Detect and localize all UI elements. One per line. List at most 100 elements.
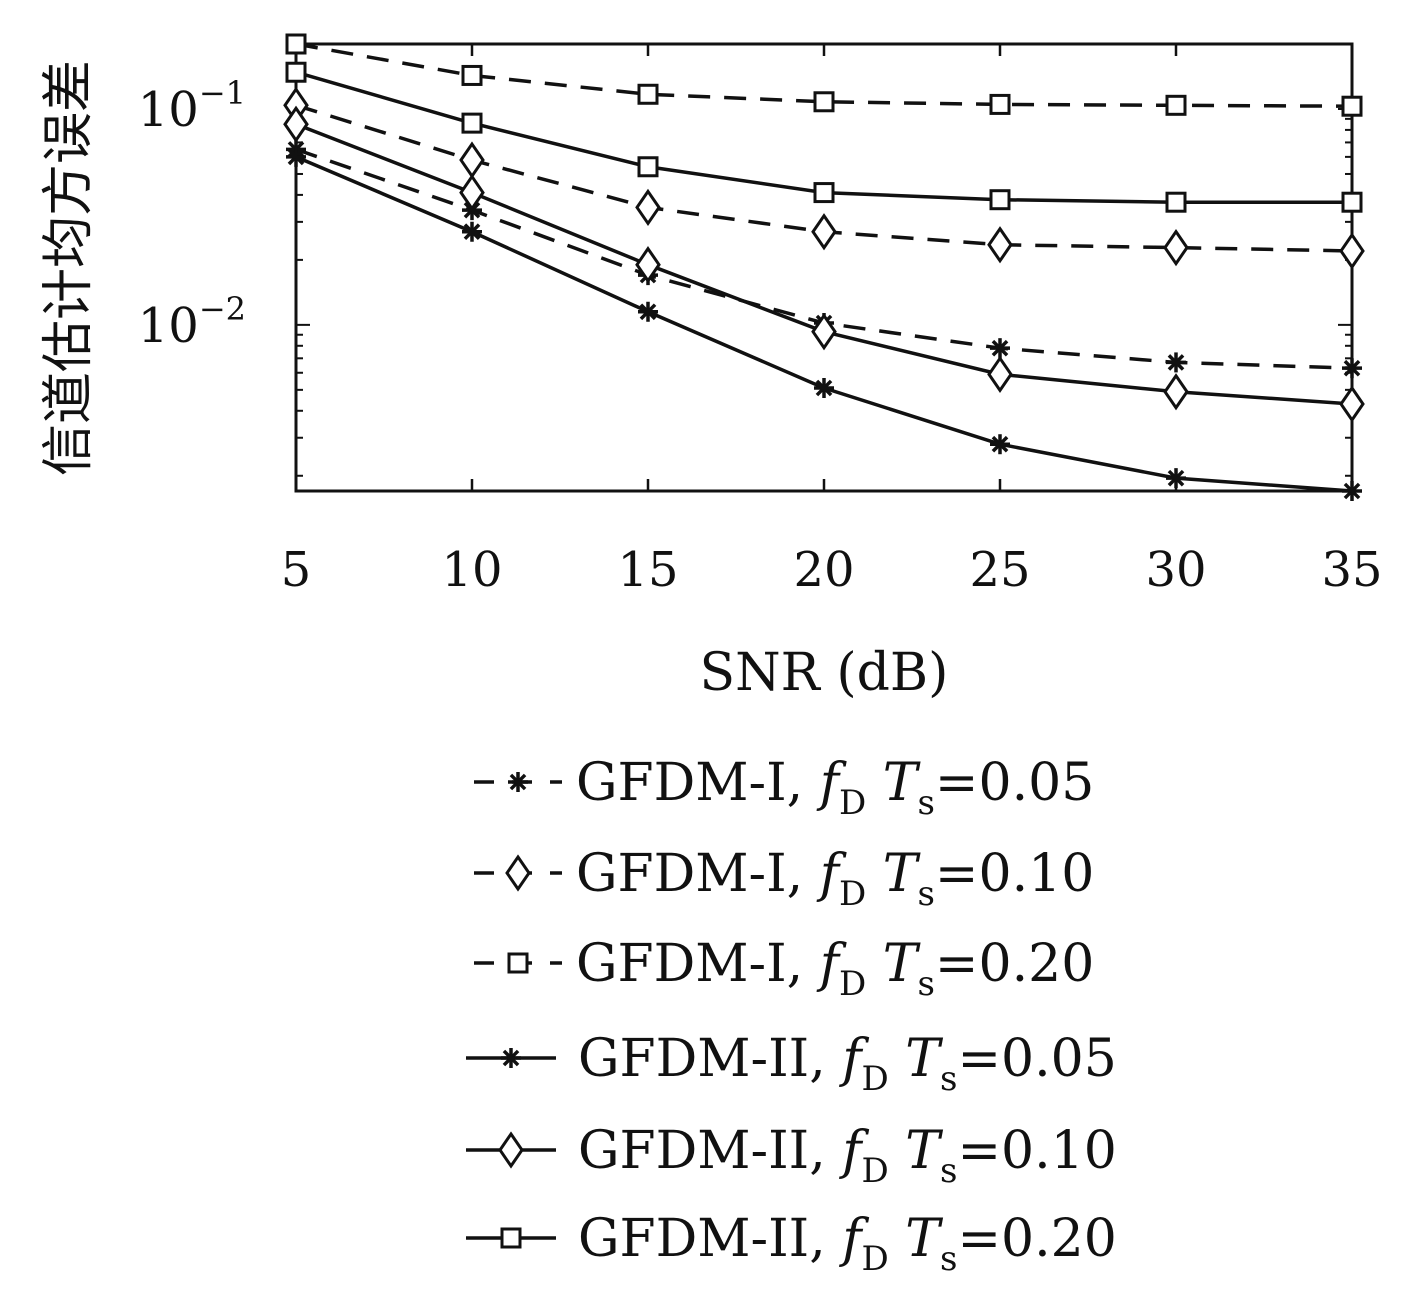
series-6 (285, 61, 1363, 213)
legend-item-4: GFDM-II, fD Ts=0.05 (466, 1029, 1117, 1099)
series-layer (283, 33, 1365, 501)
data-point (1165, 94, 1187, 116)
y-tick-label: 10−2 (138, 290, 246, 354)
data-point (1342, 358, 1362, 379)
legend-item-1: GFDM-I, fD Ts=0.05 (474, 753, 1094, 823)
square-marker (1165, 191, 1187, 213)
data-point (283, 105, 309, 143)
diamond-marker (987, 355, 1013, 393)
legend-marker (508, 772, 528, 792)
x-tick-label: 15 (617, 542, 678, 598)
diamond-marker (635, 188, 661, 227)
square-marker (637, 156, 659, 178)
diamond-marker (498, 1131, 524, 1169)
asterisk-marker-stroke (1167, 469, 1185, 487)
data-point (1163, 228, 1189, 267)
data-point (811, 313, 837, 351)
square-marker (461, 64, 483, 86)
square-marker (285, 61, 307, 83)
data-point (987, 226, 1013, 264)
series-4 (286, 146, 1362, 501)
legend: GFDM-I, fD Ts=0.05 GFDM-I, fD Ts=0.10 GFDM… (466, 753, 1117, 1279)
data-point (1339, 232, 1365, 270)
data-point (814, 377, 834, 398)
x-axis-title: SNR (dB) (700, 643, 949, 703)
diamond-marker (1163, 373, 1189, 411)
y-axis-title: 信道估计均方误差 (39, 60, 99, 476)
x-tick-label: 20 (793, 542, 854, 598)
asterisk-marker-stroke (287, 148, 305, 166)
asterisk-marker-stroke (815, 379, 833, 397)
square-marker (813, 182, 835, 204)
data-point (990, 338, 1010, 359)
data-point (987, 355, 1013, 393)
data-point (635, 188, 661, 227)
data-point (813, 91, 835, 113)
diamond-marker (635, 246, 661, 284)
series-line (295, 122, 1353, 406)
series-5 (283, 105, 1365, 423)
diamond-marker (1339, 385, 1365, 423)
data-point (1341, 95, 1363, 117)
square-marker (1341, 191, 1363, 213)
square-marker (813, 91, 835, 113)
square-marker (500, 1227, 522, 1249)
data-point (1166, 352, 1186, 373)
legend-label: GFDM-II, fD Ts=0.10 (578, 1121, 1117, 1191)
asterisk-marker-stroke (639, 303, 657, 321)
diamond-marker (987, 226, 1013, 264)
diamond-marker (1163, 228, 1189, 267)
legend-marker (505, 854, 531, 892)
asterisk-marker-stroke (1343, 359, 1361, 377)
legend-marker (507, 952, 529, 974)
legend-label: GFDM-II, fD Ts=0.20 (578, 1209, 1117, 1279)
asterisk-marker-stroke (1343, 482, 1361, 500)
legend-label: GFDM-II, fD Ts=0.05 (578, 1029, 1117, 1099)
series-3 (285, 33, 1363, 117)
data-point (1342, 481, 1362, 501)
legend-label: GFDM-I, fD Ts=0.05 (576, 753, 1094, 823)
data-point (462, 221, 482, 242)
data-point (286, 146, 306, 167)
legend-item-2: GFDM-I, fD Ts=0.10 (474, 844, 1094, 914)
x-tick-label: 30 (1145, 542, 1206, 598)
legend-label: GFDM-I, fD Ts=0.20 (576, 934, 1094, 1004)
square-marker (1341, 95, 1363, 117)
diamond-marker (459, 173, 485, 212)
series-2 (283, 86, 1365, 270)
data-point (637, 156, 659, 178)
asterisk-marker-stroke (991, 435, 1009, 453)
diamond-marker (811, 313, 837, 351)
square-marker (637, 83, 659, 105)
asterisk-marker-stroke (1167, 354, 1185, 371)
data-point (459, 173, 485, 212)
data-point (285, 61, 307, 83)
asterisk-marker-stroke (509, 773, 527, 791)
legend-marker (498, 1131, 524, 1169)
data-point (1339, 385, 1365, 423)
data-point (990, 434, 1010, 455)
y-tick-label: 10−1 (138, 74, 246, 138)
asterisk-marker-stroke (502, 1049, 520, 1067)
data-point (459, 141, 485, 179)
legend-item-5: GFDM-II, fD Ts=0.10 (466, 1121, 1117, 1191)
diamond-marker (811, 213, 837, 251)
data-point (813, 182, 835, 204)
square-marker (989, 93, 1011, 115)
data-point (811, 213, 837, 251)
legend-item-6: GFDM-II, fD Ts=0.20 (466, 1209, 1117, 1279)
diamond-marker (459, 141, 485, 179)
square-marker (507, 952, 529, 974)
square-marker (461, 112, 483, 134)
square-marker (1165, 94, 1187, 116)
data-point (989, 189, 1011, 211)
legend-marker (500, 1227, 522, 1249)
data-point (989, 93, 1011, 115)
legend-item-3: GFDM-I, fD Ts=0.20 (474, 934, 1094, 1004)
data-point (285, 33, 307, 55)
x-tick-label: 5 (281, 542, 312, 598)
x-tick-label: 35 (1321, 542, 1382, 598)
data-point (635, 246, 661, 284)
asterisk-marker-stroke (463, 223, 481, 241)
